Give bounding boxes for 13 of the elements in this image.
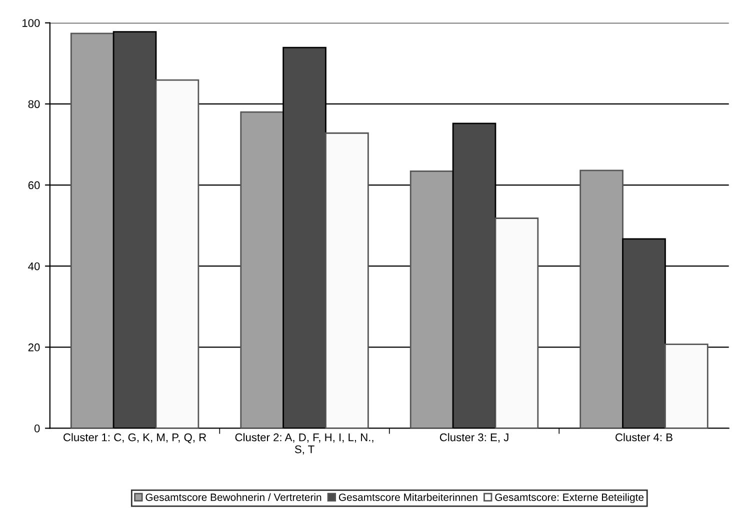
- legend-label: Gesamtscore Mitarbeiterinnen: [338, 493, 478, 501]
- x-tick-label: Cluster 2: A, D, F, H, I, L, N., S, T: [235, 433, 374, 455]
- y-tick-label: 60: [28, 181, 40, 190]
- legend-label: Gesamtscore Bewohnerin / Vertreterin: [146, 493, 322, 501]
- x-tick-label: Cluster 4: B: [616, 433, 672, 442]
- y-tick-label: 20: [28, 343, 40, 352]
- y-tick-label: 40: [28, 262, 40, 270]
- y-tick-label: 100: [22, 19, 40, 27]
- y-tick-label: 80: [28, 100, 40, 108]
- x-tick-label: Cluster 1: C, G, K, M, P, Q, R: [64, 433, 206, 444]
- x-tick-label: Cluster 3: E, J: [440, 433, 508, 443]
- legend-label: Gesamtscore: Externe Beteiligte: [495, 493, 644, 504]
- y-tick-label: 0: [34, 424, 40, 432]
